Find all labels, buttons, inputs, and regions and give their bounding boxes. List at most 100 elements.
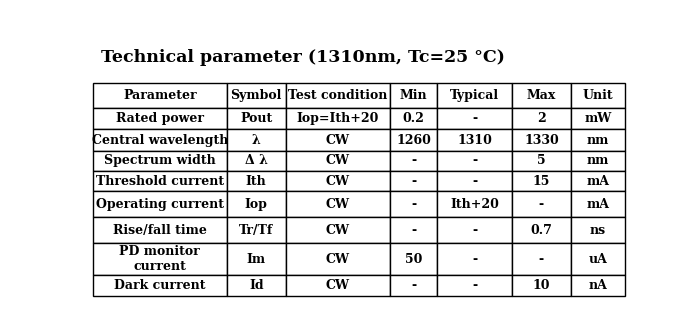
Text: 15: 15 (533, 175, 550, 188)
Bar (286, 275, 390, 295)
Bar (438, 151, 512, 171)
Text: 1310: 1310 (457, 134, 492, 147)
Bar (571, 171, 624, 191)
Bar (438, 275, 512, 295)
Bar (286, 191, 390, 217)
Bar (93, 129, 227, 151)
Text: mA: mA (587, 175, 609, 188)
Text: Central wavelength: Central wavelength (92, 134, 228, 147)
Bar (286, 171, 390, 191)
Text: Min: Min (400, 89, 428, 102)
Bar (571, 244, 624, 275)
Bar (286, 108, 390, 129)
Text: Im: Im (246, 253, 266, 266)
Text: Symbol: Symbol (230, 89, 282, 102)
Text: Typical: Typical (450, 89, 499, 102)
Text: 1330: 1330 (524, 134, 559, 147)
Bar (438, 191, 512, 217)
Bar (438, 244, 512, 275)
Text: PD monitor
current: PD monitor current (120, 245, 200, 273)
Text: uA: uA (589, 253, 608, 266)
Bar (438, 129, 512, 151)
Text: Technical parameter (1310nm, Tc=25 °C): Technical parameter (1310nm, Tc=25 °C) (101, 49, 505, 66)
Text: Iop=Ith+20: Iop=Ith+20 (297, 112, 379, 125)
Bar (286, 83, 390, 108)
Text: -: - (411, 175, 416, 188)
Bar (512, 171, 571, 191)
Bar (512, 151, 571, 171)
Bar (227, 129, 286, 151)
Text: CW: CW (326, 198, 350, 211)
Text: CW: CW (326, 224, 350, 237)
Bar (438, 171, 512, 191)
Bar (571, 129, 624, 151)
Text: -: - (472, 112, 477, 125)
Text: -: - (472, 175, 477, 188)
Bar (286, 129, 390, 151)
Text: mW: mW (584, 112, 612, 125)
Bar (571, 151, 624, 171)
Bar (286, 151, 390, 171)
Bar (93, 244, 227, 275)
Bar (390, 275, 438, 295)
Text: Ith: Ith (246, 175, 267, 188)
Bar (571, 217, 624, 244)
Bar (390, 217, 438, 244)
Text: -: - (411, 154, 416, 168)
Bar (227, 244, 286, 275)
Bar (390, 244, 438, 275)
Text: nm: nm (587, 134, 609, 147)
Text: Unit: Unit (582, 89, 613, 102)
Bar (227, 191, 286, 217)
Bar (286, 244, 390, 275)
Text: 0.7: 0.7 (531, 224, 552, 237)
Bar (227, 108, 286, 129)
Bar (93, 217, 227, 244)
Bar (571, 275, 624, 295)
Bar (571, 108, 624, 129)
Bar (390, 151, 438, 171)
Text: -: - (472, 253, 477, 266)
Text: Rise/fall time: Rise/fall time (113, 224, 206, 237)
Bar (227, 275, 286, 295)
Bar (512, 217, 571, 244)
Text: Max: Max (526, 89, 556, 102)
Text: Iop: Iop (245, 198, 267, 211)
Bar (571, 83, 624, 108)
Text: Parameter: Parameter (123, 89, 197, 102)
Bar (438, 108, 512, 129)
Bar (93, 151, 227, 171)
Text: -: - (472, 224, 477, 237)
Text: Id: Id (249, 279, 264, 292)
Text: CW: CW (326, 154, 350, 168)
Bar (390, 83, 438, 108)
Bar (438, 83, 512, 108)
Text: -: - (539, 198, 544, 211)
Text: Dark current: Dark current (114, 279, 206, 292)
Text: 0.2: 0.2 (402, 112, 425, 125)
Text: Threshold current: Threshold current (96, 175, 224, 188)
Bar (438, 217, 512, 244)
Bar (390, 129, 438, 151)
Text: nm: nm (587, 154, 609, 168)
Text: Δ λ: Δ λ (245, 154, 267, 168)
Text: CW: CW (326, 175, 350, 188)
Text: mA: mA (587, 198, 609, 211)
Bar (512, 108, 571, 129)
Text: -: - (472, 154, 477, 168)
Text: 1260: 1260 (396, 134, 431, 147)
Text: Spectrum width: Spectrum width (104, 154, 216, 168)
Text: 10: 10 (533, 279, 550, 292)
Bar (512, 244, 571, 275)
Text: -: - (472, 279, 477, 292)
Bar (390, 191, 438, 217)
Text: Ith+20: Ith+20 (450, 198, 499, 211)
Bar (512, 275, 571, 295)
Bar (390, 108, 438, 129)
Text: -: - (411, 198, 416, 211)
Bar (93, 171, 227, 191)
Text: Test condition: Test condition (288, 89, 388, 102)
Text: 50: 50 (405, 253, 422, 266)
Bar (512, 191, 571, 217)
Bar (227, 83, 286, 108)
